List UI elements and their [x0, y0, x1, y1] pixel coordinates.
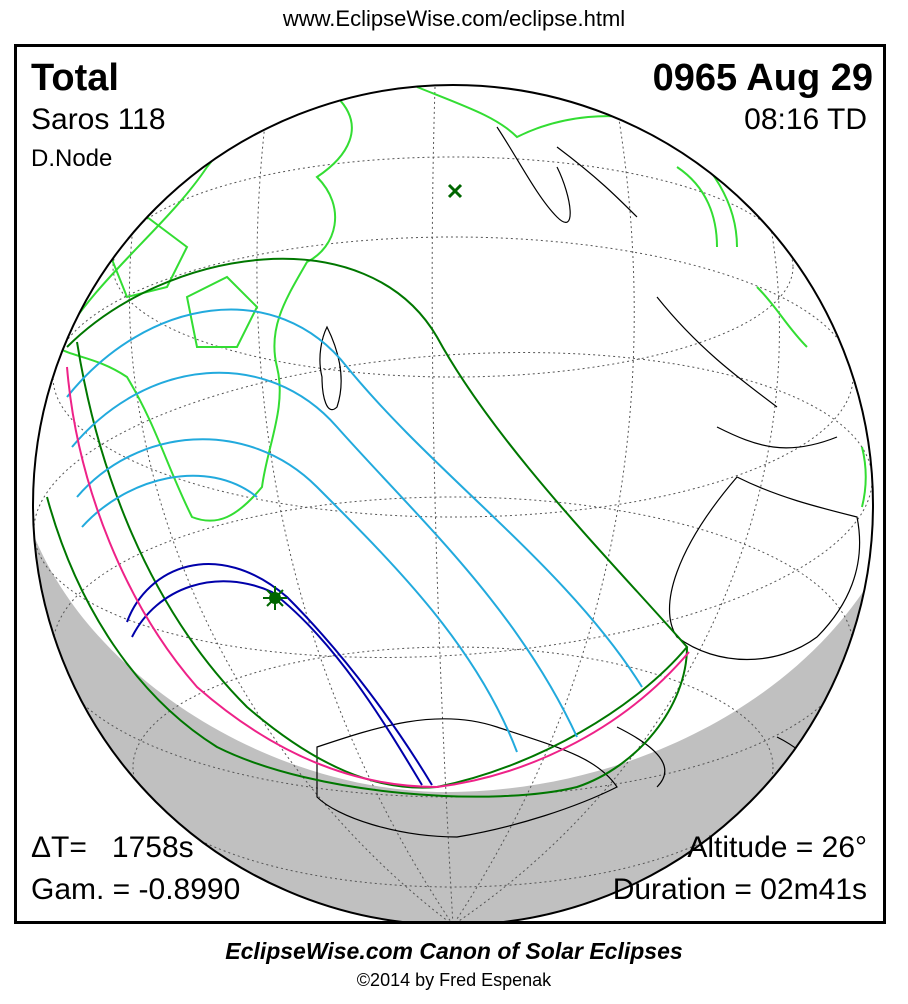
- eclipse-time: 08:16 TD: [744, 103, 867, 136]
- greatest-eclipse-marker: [263, 586, 287, 610]
- eclipse-map-panel: Total 0965 Aug 29 Saros 118 08:16 TD D.N…: [14, 44, 886, 924]
- duration-value: Duration = 02m41s: [612, 873, 867, 906]
- eclipse-date: 0965 Aug 29: [652, 57, 873, 99]
- rise-set-curve: [66, 366, 690, 789]
- globe-outline: [32, 84, 874, 921]
- copyright: ©2014 by Fred Espenak: [356, 970, 552, 990]
- altitude-value: Altitude = 26°: [687, 831, 867, 864]
- subsolar-marker: [447, 183, 463, 199]
- globe-map: [32, 84, 874, 921]
- site-url[interactable]: www.EclipseWise.com/eclipse.html: [282, 6, 626, 31]
- saros-number: Saros 118: [31, 103, 166, 136]
- night-shade: [33, 517, 873, 921]
- magnitude-curves: [66, 308, 643, 753]
- delta-t: ΔT= 1758s: [31, 831, 194, 864]
- eclipse-type: Total: [31, 57, 119, 99]
- canon-title: EclipseWise.com Canon of Solar Eclipses: [225, 938, 683, 964]
- gamma-value: Gam. = -0.8990: [31, 873, 241, 906]
- node-label: D.Node: [31, 145, 113, 172]
